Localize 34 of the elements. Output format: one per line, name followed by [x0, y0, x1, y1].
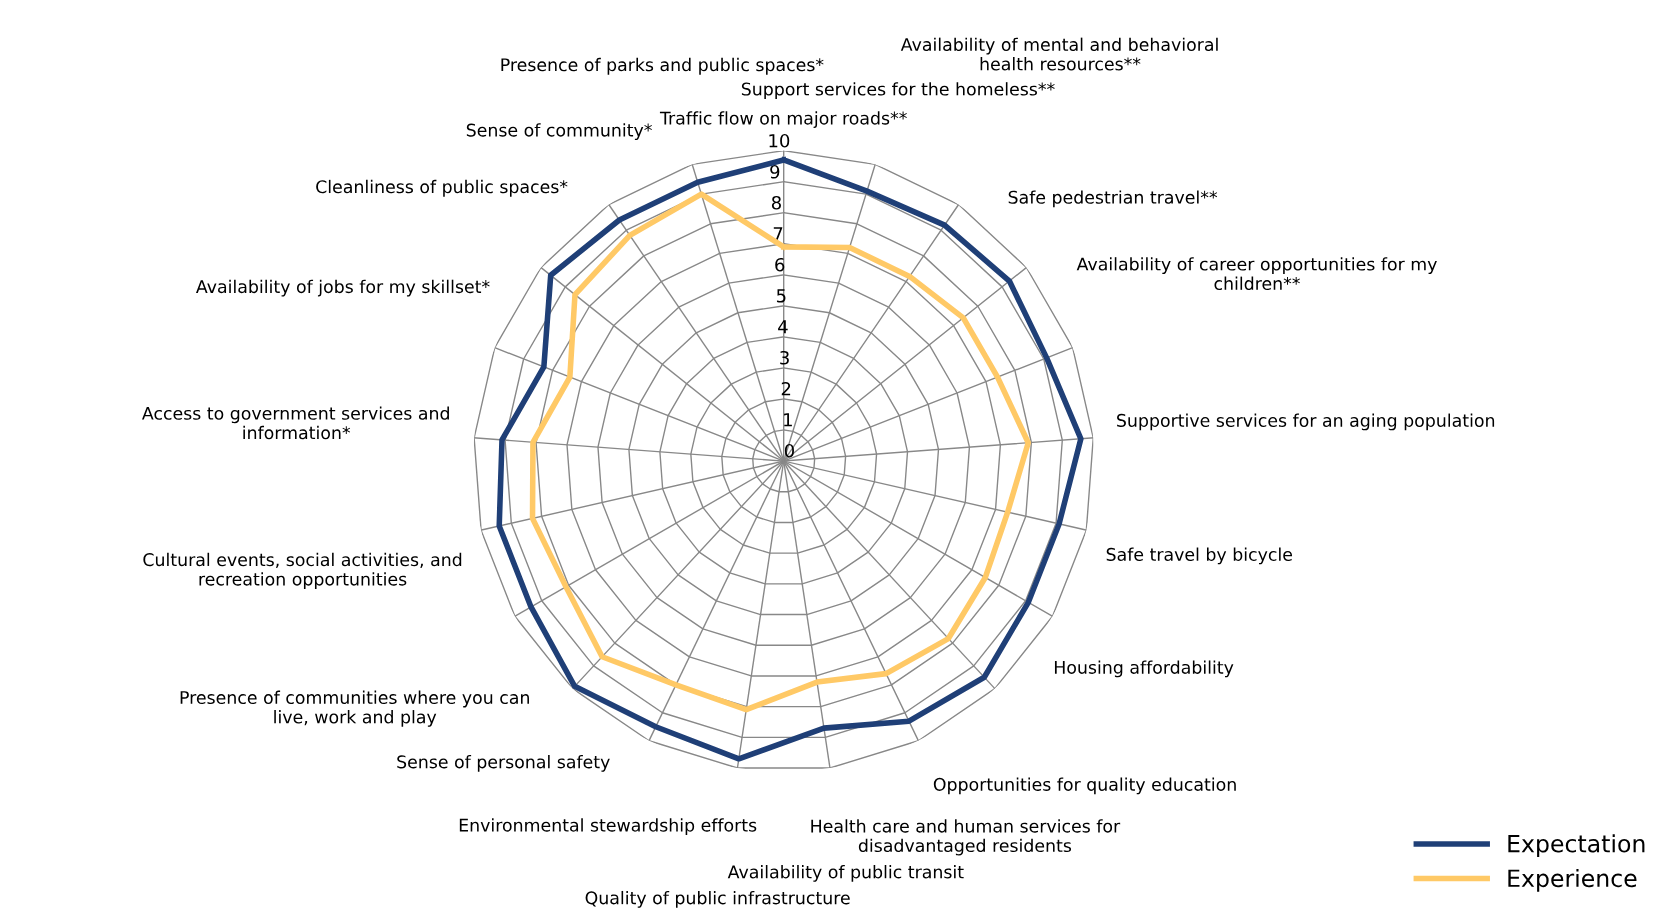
spoke-label: Support services for the homeless** [741, 82, 1055, 99]
y-tick-label: 4 [778, 320, 788, 334]
y-tick-label: 9 [770, 164, 780, 179]
spoke-label: Availability of jobs for my skillset* [195, 279, 490, 297]
y-tick-label: 8 [771, 195, 781, 210]
spoke-label: Sense of personal safety [397, 754, 610, 772]
spoke-label: Access to government services and information* [141, 406, 449, 440]
spoke-label: Environmental stewardship efforts [459, 818, 757, 836]
spoke-label: Presence of communities where you can live, work and play [180, 690, 529, 727]
spoke-label: Opportunities for quality education [933, 777, 1236, 795]
y-tick-label: 7 [773, 227, 783, 241]
spoke-label: Availability of mental and behavioral health resources** [900, 37, 1218, 71]
y-tick-label: 5 [776, 289, 786, 303]
y-tick-label: 10 [769, 133, 790, 148]
spoke-label: Health care and human services for disadvantaged residents [811, 819, 1121, 856]
spoke-label: Housing affordability [1054, 660, 1234, 678]
y-tick-label: 1 [784, 413, 792, 427]
y-tick-label: 2 [781, 381, 791, 396]
spoke-label: Quality of public infrastructure [585, 890, 850, 908]
spoke-label: Availability of career opportunities for my children** [1076, 257, 1437, 291]
spoke-label: Traffic flow on major roads** [659, 111, 907, 129]
spoke-label: Cultural events, social activities, and recreation opportunities [143, 552, 462, 589]
legend-label: Experience [1508, 868, 1637, 892]
spoke-label: Availability of public transit [727, 865, 964, 882]
legend-label: Expectation [1508, 834, 1645, 858]
spoke-label: Safe travel by bicycle [1106, 547, 1293, 565]
spoke-label: Cleanliness of public spaces* [316, 179, 568, 197]
y-tick-label: 0 [784, 443, 794, 458]
spoke-label: Safe pedestrian travel** [1008, 190, 1218, 208]
y-tick-label: 6 [775, 257, 785, 272]
y-tick-label: 3 [780, 350, 789, 365]
spoke-label: Supportive services for an aging population [1117, 413, 1495, 431]
spoke-label: Presence of parks and public spaces* [501, 57, 824, 75]
spoke-label: Sense of community* [466, 123, 652, 141]
